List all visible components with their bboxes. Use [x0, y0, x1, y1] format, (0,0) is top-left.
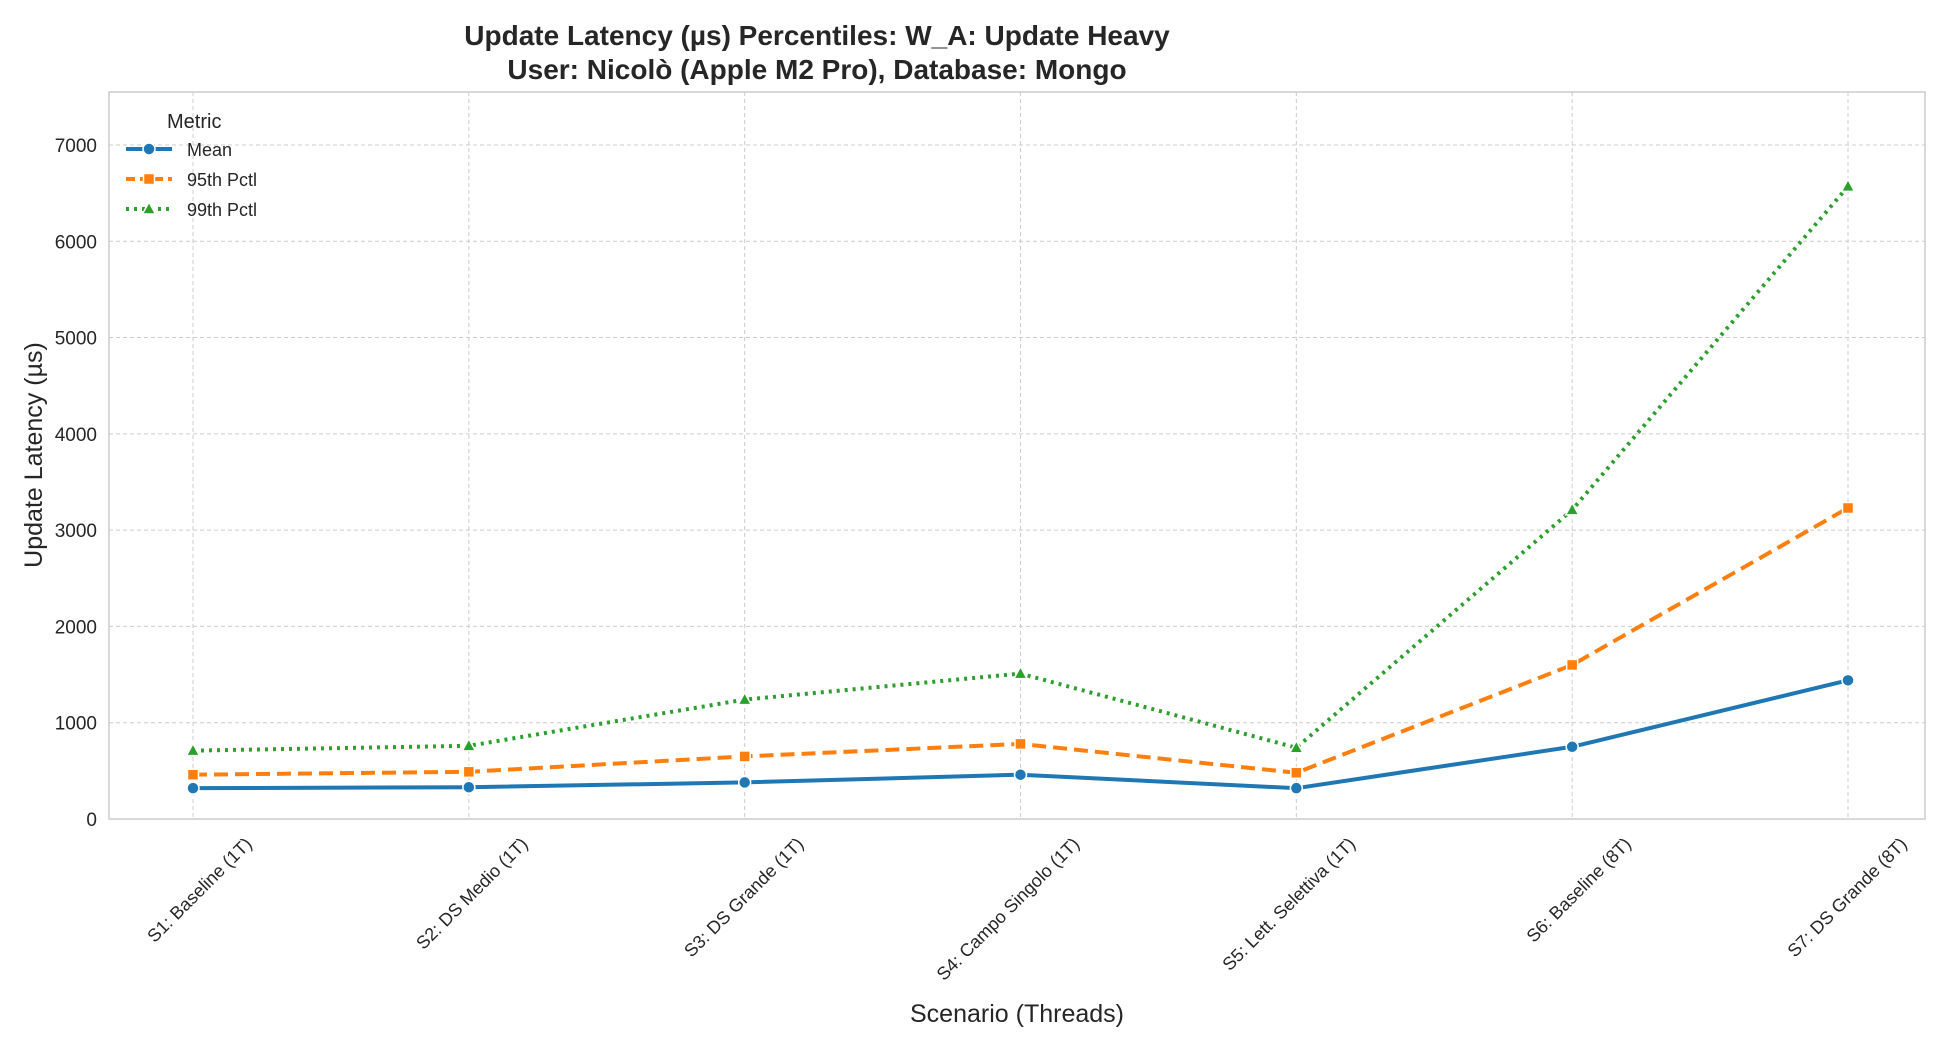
x-tick-label: S6: Baseline (8T) — [1523, 834, 1635, 946]
data-point-99th-pctl — [736, 691, 753, 706]
data-point-mean — [1565, 740, 1579, 754]
data-point-mean — [462, 780, 476, 794]
data-point-99th-pctl — [1012, 665, 1029, 680]
y-tick-label: 4000 — [55, 425, 97, 446]
data-point-mean — [737, 775, 752, 790]
x-tick-label: S7: DS Grande (8T) — [1784, 834, 1911, 961]
legend-marker-95th-pctl — [142, 172, 156, 186]
legend-marker-mean — [142, 142, 156, 156]
data-point-mean — [186, 781, 200, 795]
y-tick-labels: 0 1000 2000 3000 4000 5000 6000 7000 — [55, 136, 97, 831]
data-point-99th-pctl — [1288, 739, 1305, 754]
legend-marker-99th-pctl — [141, 200, 157, 215]
legend-item-99th-pctl: 99th Pctl — [126, 200, 257, 220]
data-point-99th-pctl — [1564, 501, 1580, 516]
series-mean — [186, 673, 1855, 795]
y-tick-label: 6000 — [55, 232, 97, 253]
data-point-95th-pctl — [1014, 737, 1027, 751]
data-point-95th-pctl — [462, 765, 476, 779]
plot-frame — [108, 91, 1926, 820]
y-tick-label: 3000 — [55, 521, 97, 542]
data-point-99th-pctl — [1840, 177, 1856, 193]
grid-layer — [109, 92, 1925, 820]
x-tick-labels: S1: Baseline (1T) S2: DS Medio (1T) S3: DS… — [143, 834, 1910, 985]
x-tick-label: S1: Baseline (1T) — [143, 834, 255, 946]
legend: Metric Mean 95th Pctl 99th Pctl — [126, 111, 257, 220]
legend-label-95th-pctl: 95th Pctl — [187, 170, 257, 190]
series-layer — [185, 177, 1856, 795]
y-tick-label: 1000 — [55, 714, 97, 735]
data-point-99th-pctl — [185, 742, 201, 757]
chart-title-line1: Update Latency (µs) Percentiles: W_A: Up… — [464, 20, 1170, 51]
x-tick-label: S5: Lett. Selettiva (1T) — [1218, 834, 1359, 975]
data-point-95th-pctl — [738, 750, 751, 763]
y-tick-label: 2000 — [55, 617, 97, 638]
legend-item-95th-pctl: 95th Pctl — [126, 170, 257, 190]
x-tick-label: S4: Campo Singolo (1T) — [933, 834, 1084, 985]
data-point-99th-pctl — [461, 737, 477, 752]
data-point-mean — [1289, 781, 1304, 795]
series-99th-pctl — [185, 177, 1856, 757]
data-point-mean — [1013, 767, 1028, 782]
series-95th-pctl — [186, 501, 1855, 781]
y-tick-label: 5000 — [55, 329, 97, 350]
chart-title-line2: User: Nicolò (Apple M2 Pro), Database: M… — [507, 54, 1126, 85]
data-point-95th-pctl — [1290, 766, 1303, 780]
x-tick-label: S2: DS Medio (1T) — [412, 834, 532, 954]
data-point-mean — [1841, 673, 1855, 688]
data-point-95th-pctl — [186, 768, 200, 781]
legend-item-mean: Mean — [126, 140, 232, 160]
legend-title: Metric — [167, 111, 221, 133]
legend-label-mean: Mean — [187, 140, 232, 160]
x-tick-label: S3: DS Grande (1T) — [680, 834, 807, 961]
data-point-95th-pctl — [1565, 658, 1579, 672]
legend-label-99th-pctl: 99th Pctl — [187, 200, 257, 220]
y-tick-label: 7000 — [55, 136, 97, 157]
data-point-95th-pctl — [1841, 501, 1855, 515]
y-tick-label: 0 — [86, 810, 97, 831]
y-axis-label: Update Latency (µs) — [20, 342, 48, 568]
x-axis-label: Scenario (Threads) — [910, 1000, 1124, 1028]
